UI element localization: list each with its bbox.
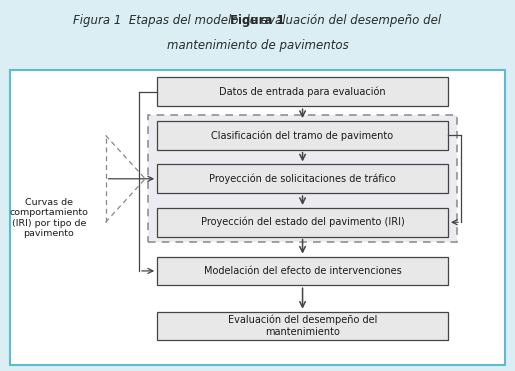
Text: Clasificación del tramo de pavimento: Clasificación del tramo de pavimento	[212, 130, 393, 141]
Bar	[148, 115, 457, 242]
Bar	[157, 78, 448, 106]
Text: Proyección del estado del pavimento (IRI): Proyección del estado del pavimento (IRI…	[201, 217, 404, 227]
Text: Modelación del efecto de intervenciones: Modelación del efecto de intervenciones	[204, 266, 401, 276]
Bar	[157, 121, 448, 150]
Text: Curvas de
comportamiento
(IRI) por tipo de
pavimento: Curvas de comportamiento (IRI) por tipo …	[9, 198, 89, 238]
Text: mantenimiento de pavimentos: mantenimiento de pavimentos	[167, 39, 348, 52]
Text: Proyección de solicitaciones de tráfico: Proyección de solicitaciones de tráfico	[209, 174, 396, 184]
Text: Datos de entrada para evaluación: Datos de entrada para evaluación	[219, 86, 386, 97]
Bar	[157, 164, 448, 193]
Bar	[157, 312, 448, 341]
Bar	[157, 256, 448, 285]
Text: Figura 1: Figura 1	[230, 14, 285, 27]
Text: Figura 1  Etapas del modelo de evaluación del desempeño del: Figura 1 Etapas del modelo de evaluación…	[74, 14, 441, 27]
Bar	[157, 208, 448, 237]
Text: Evaluación del desempeño del
mantenimiento: Evaluación del desempeño del mantenimien…	[228, 315, 377, 337]
